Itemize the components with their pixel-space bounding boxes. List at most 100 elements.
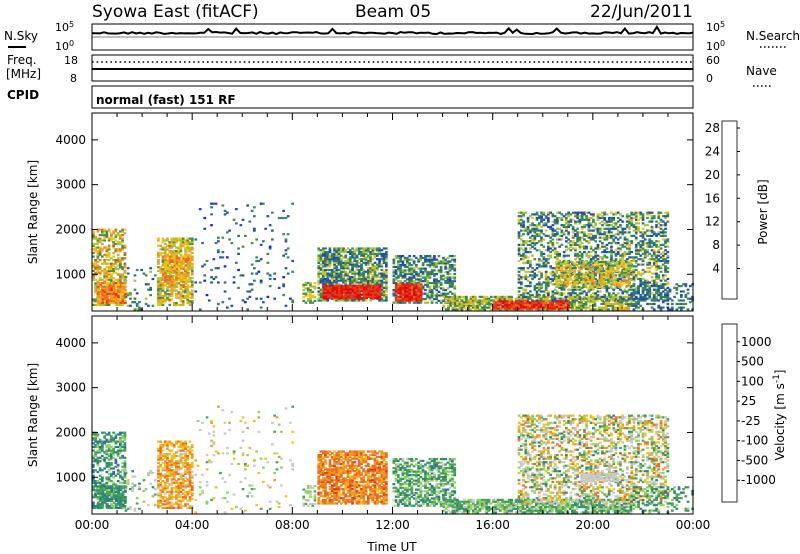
heatmap-cell [664, 267, 667, 270]
heatmap-cell [161, 282, 165, 285]
heatmap-cell [116, 278, 120, 281]
heatmap-cell [324, 281, 327, 284]
heatmap-cell [190, 294, 194, 298]
heatmap-cell [476, 302, 480, 306]
heatmap-cell [103, 296, 107, 299]
heatmap-cell [337, 254, 341, 257]
heatmap-cell [598, 274, 602, 277]
heatmap-cell [526, 227, 530, 230]
heatmap-cell [114, 248, 118, 251]
heatmap-cell [330, 256, 334, 259]
heatmap-cell [317, 272, 321, 275]
heatmap-cell [623, 288, 627, 291]
heatmap-cell [271, 229, 274, 232]
heatmap-cell [540, 297, 543, 300]
heatmap-cell [313, 287, 317, 290]
heatmap-cell [571, 308, 574, 311]
heatmap-cell [367, 267, 370, 270]
heatmap-cell [344, 249, 348, 252]
heatmap-cell [138, 301, 141, 304]
heatmap-cell [358, 289, 362, 293]
heatmap-cell [177, 259, 181, 262]
heatmap-cell [392, 262, 396, 265]
heatmap-cell [562, 231, 566, 234]
heatmap-cell [568, 304, 572, 307]
heatmap-cell [448, 283, 452, 286]
heatmap-cell [357, 270, 361, 273]
heatmap-cell [112, 268, 115, 271]
heatmap-cell [180, 278, 183, 281]
heatmap-cell [98, 250, 102, 253]
heatmap-cell [415, 290, 418, 293]
heatmap-cell [419, 283, 423, 286]
heatmap-cell [643, 251, 647, 254]
heatmap-cell [646, 285, 649, 288]
heatmap-cell [492, 302, 496, 305]
heatmap-cell [404, 295, 407, 298]
heatmap-cell [374, 297, 377, 300]
heatmap-cell [338, 293, 341, 296]
heatmap-cell [159, 289, 163, 292]
heatmap-cell [437, 260, 441, 263]
heatmap-cell [410, 297, 414, 300]
heatmap-cell [603, 211, 607, 214]
heatmap-cell [96, 269, 100, 272]
heatmap-cell [547, 220, 550, 223]
heatmap-cell [147, 304, 150, 307]
heatmap-cell [168, 284, 172, 287]
heatmap-cell [105, 269, 109, 272]
heatmap-cell [406, 294, 409, 297]
heatmap-cell [442, 292, 445, 295]
heatmap-cell [168, 244, 172, 247]
heatmap-cell [547, 283, 550, 286]
heatmap-cell [596, 231, 600, 234]
heatmap-cell [101, 269, 104, 272]
heatmap-cell [571, 211, 575, 214]
heatmap-cell [607, 218, 611, 221]
heatmap-cell [157, 284, 160, 287]
heatmap-cell [364, 256, 368, 259]
heatmap-cell [614, 233, 618, 236]
heatmap-cell [135, 304, 139, 307]
heatmap-cell [520, 243, 523, 246]
heatmap-cell [620, 301, 624, 304]
heatmap-cell [107, 269, 111, 272]
heatmap-cell [614, 213, 618, 216]
heatmap-cell [110, 268, 113, 271]
heatmap-cell [453, 272, 457, 276]
heatmap-cell [604, 308, 608, 311]
heatmap-cell [157, 280, 160, 283]
heatmap-cell [380, 288, 384, 291]
heatmap-cell [555, 277, 558, 280]
heatmap-cell [347, 293, 350, 296]
heatmap-cell [592, 229, 595, 232]
heatmap-cell [157, 298, 160, 301]
heatmap-cell [173, 259, 177, 262]
heatmap-cell [112, 299, 116, 302]
heatmap-cell [616, 279, 620, 282]
heatmap-cell [598, 256, 602, 259]
heatmap-cell [630, 256, 634, 259]
heatmap-cell [433, 287, 436, 290]
heatmap-cell [356, 286, 359, 289]
heatmap-cell [321, 259, 325, 263]
heatmap-cell [351, 247, 354, 250]
heatmap-cell [598, 236, 602, 239]
heatmap-cell [661, 274, 665, 277]
heatmap-cell [324, 268, 327, 272]
heatmap-cell [621, 227, 625, 230]
heatmap-cell [442, 274, 445, 277]
heatmap-cell [333, 281, 336, 284]
heatmap-cell [369, 291, 373, 294]
heatmap-cell [448, 264, 452, 267]
heatmap-cell [116, 257, 120, 260]
heatmap-cell [172, 239, 176, 242]
heatmap-cell [344, 295, 348, 298]
heatmap-cell [112, 298, 116, 301]
heatmap-cell [556, 211, 559, 214]
heatmap-cell [520, 294, 523, 297]
heatmap-cell [549, 236, 552, 239]
heatmap-cell [574, 222, 577, 225]
heatmap-cell [357, 252, 361, 255]
heatmap-cell [571, 267, 575, 270]
